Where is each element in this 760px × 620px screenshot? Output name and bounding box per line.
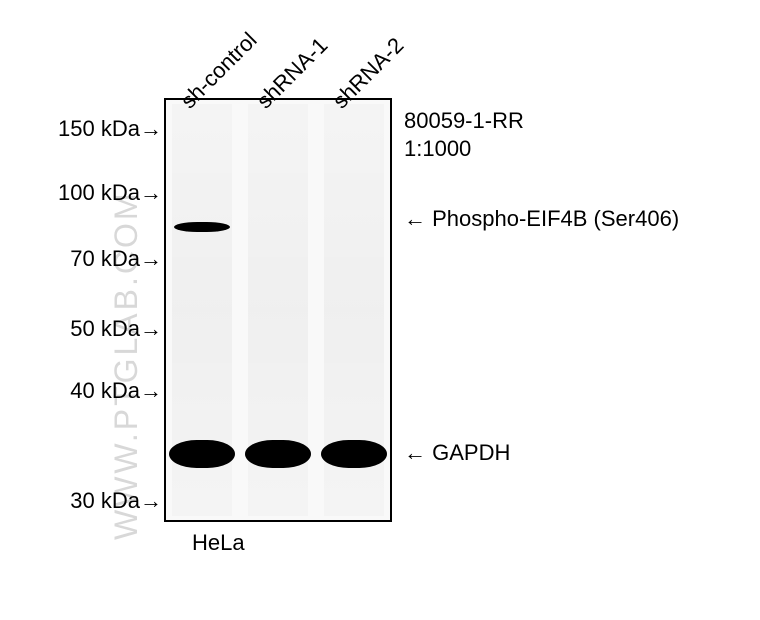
arrow-left-icon: ← bbox=[404, 440, 426, 465]
cell-line-label: HeLa bbox=[192, 530, 245, 556]
mw-marker: 50 kDa→ bbox=[38, 316, 162, 342]
band bbox=[169, 440, 235, 468]
arrow-right-icon: → bbox=[140, 116, 162, 142]
arrow-right-icon: → bbox=[140, 246, 162, 272]
mw-marker: 30 kDa→ bbox=[38, 488, 162, 514]
mw-text: 40 kDa bbox=[70, 378, 140, 403]
arrow-right-icon: → bbox=[140, 488, 162, 514]
mw-text: 30 kDa bbox=[70, 488, 140, 513]
antibody-dilution: 1:1000 bbox=[404, 136, 471, 162]
band bbox=[321, 440, 387, 468]
target-band-label: ← Phospho-EIF4B (Ser406) bbox=[404, 206, 679, 232]
band bbox=[245, 440, 311, 468]
arrow-right-icon: → bbox=[140, 316, 162, 342]
target-band-text: Phospho-EIF4B (Ser406) bbox=[432, 206, 679, 231]
arrow-left-icon: ← bbox=[404, 206, 426, 231]
antibody-id: 80059-1-RR bbox=[404, 108, 524, 134]
arrow-right-icon: → bbox=[140, 378, 162, 404]
mw-text: 150 kDa bbox=[58, 116, 140, 141]
band bbox=[174, 222, 230, 232]
mw-marker: 150 kDa→ bbox=[38, 116, 162, 142]
mw-marker: 100 kDa→ bbox=[38, 180, 162, 206]
mw-text: 70 kDa bbox=[70, 246, 140, 271]
blot-figure: WWW.PTGLAB.COM sh-controlshRNA-1shRNA-2 … bbox=[0, 0, 760, 620]
mw-text: 100 kDa bbox=[58, 180, 140, 205]
loading-control-label: ← GAPDH bbox=[404, 440, 510, 466]
mw-text: 50 kDa bbox=[70, 316, 140, 341]
loading-control-text: GAPDH bbox=[432, 440, 510, 465]
arrow-right-icon: → bbox=[140, 180, 162, 206]
mw-marker: 40 kDa→ bbox=[38, 378, 162, 404]
mw-marker: 70 kDa→ bbox=[38, 246, 162, 272]
